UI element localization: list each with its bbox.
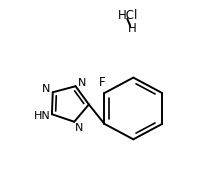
Text: N: N <box>75 123 83 133</box>
Text: F: F <box>99 76 106 89</box>
Text: N: N <box>78 78 86 88</box>
Text: HCl: HCl <box>118 9 138 22</box>
Text: N: N <box>42 84 50 94</box>
Text: HN: HN <box>34 111 50 121</box>
Text: H: H <box>128 22 137 36</box>
